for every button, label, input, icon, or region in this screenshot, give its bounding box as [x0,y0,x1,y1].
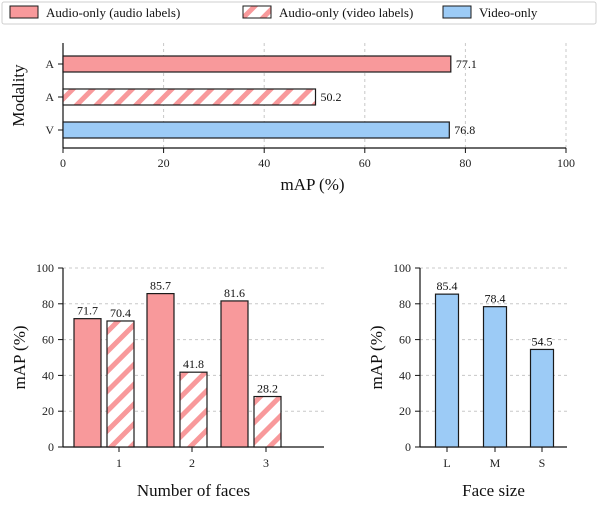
y-tick-label: A [45,90,54,104]
bar [482,306,508,448]
number-of-faces-chart: 0 20 40 60 80 100 71.7 70.4 1 85.7 41.8 2 81.6 28.2 3N… [10,261,324,500]
x-tick-label: 100 [557,156,575,170]
x-tick-label: M [490,456,501,470]
bar [62,88,317,106]
y-tick-label: 100 [36,261,54,275]
legend-label-audio-audio: Audio-only (audio labels) [46,5,180,20]
x-tick-label: L [443,456,450,470]
legend-swatch-audio-audio [9,5,39,19]
x-axis-label: Number of faces [137,481,250,500]
x-axis-label: mAP (%) [280,175,344,194]
data-label: 50.2 [321,90,342,104]
y-axis-label: Modality [9,64,28,127]
y-tick-label: 0 [48,440,54,454]
x-tick-label: 40 [258,156,270,170]
x-tick-label: 1 [116,456,122,470]
legend-label-audio-video: Audio-only (video labels) [279,5,413,20]
data-label: 78.4 [485,292,506,306]
y-tick-label: V [45,123,54,137]
x-tick-label: S [539,456,546,470]
bar [73,318,102,448]
y-tick-label: 80 [399,297,411,311]
y-tick-label: A [45,57,54,71]
bar [146,292,175,448]
bar [62,121,450,139]
y-tick-label: 20 [42,404,54,418]
data-label: 71.7 [77,304,98,318]
y-tick-label: 40 [399,368,411,382]
data-label: 70.4 [110,306,131,320]
legend-swatch-video [442,5,472,19]
bar [179,371,208,448]
bar [220,300,249,448]
data-label: 76.8 [454,123,475,137]
x-tick-label: 2 [189,456,195,470]
data-label: 81.6 [224,286,245,300]
bar [253,395,282,448]
y-tick-label: 20 [399,404,411,418]
y-axis-label: mAP (%) [10,325,29,389]
bar [106,320,135,448]
x-tick-label: 3 [263,456,269,470]
x-tick-label: 80 [459,156,471,170]
y-tick-label: 0 [405,440,411,454]
y-tick-label: 60 [399,333,411,347]
y-tick-label: 80 [42,297,54,311]
y-tick-label: 40 [42,368,54,382]
legend-swatch-audio-video [242,5,272,19]
x-tick-label: 20 [158,156,170,170]
y-axis-label: mAP (%) [367,325,386,389]
x-tick-label: 60 [359,156,371,170]
legend: Audio-only (audio labels) Audio-only (vi… [1,1,597,25]
legend-label-video: Video-only [479,5,538,20]
x-tick-label: 0 [60,156,66,170]
y-tick-label: 60 [42,333,54,347]
y-tick-label: 100 [393,261,411,275]
data-label: 77.1 [456,57,477,71]
x-axis-label: Face size [462,481,525,500]
data-label: 28.2 [257,382,278,396]
data-label: 85.7 [150,279,171,293]
bar [529,348,555,448]
data-label: 85.4 [437,279,458,293]
bar [434,293,460,448]
data-label: 54.5 [532,334,553,348]
data-label: 41.8 [183,357,204,371]
bar [62,55,452,73]
face-size-chart: 0 20 40 60 80 100 85.4 L 78.4 M 54.5 S Face size mAP … [367,261,567,500]
